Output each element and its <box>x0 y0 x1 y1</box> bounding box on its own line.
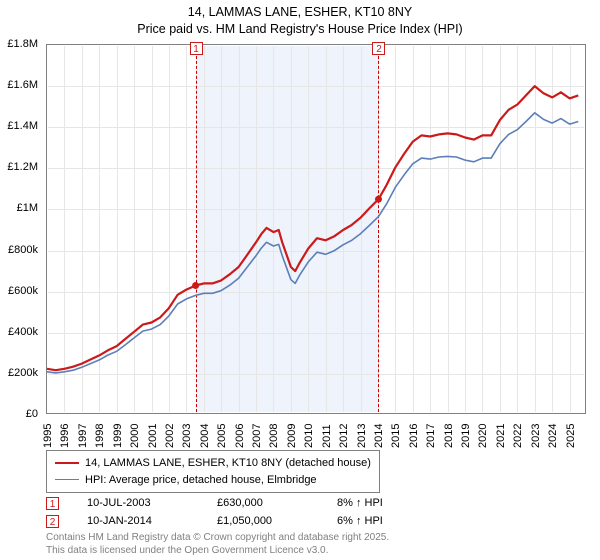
sale-row: 2 10-JAN-2014£1,050,0006% ↑ HPI <box>46 512 437 530</box>
x-tick-label: 2015 <box>390 424 402 448</box>
x-tick-label: 1999 <box>112 424 124 448</box>
legend-swatch <box>55 479 79 480</box>
x-tick-label: 2004 <box>199 424 211 448</box>
sale-dot <box>192 282 199 289</box>
x-tick-label: 2009 <box>286 424 298 448</box>
sale-row-marker: 2 <box>46 515 59 528</box>
x-tick-label: 2024 <box>547 424 559 448</box>
sale-marker-2: 2 <box>372 42 385 55</box>
y-tick-label: £1.2M <box>0 161 38 173</box>
footer-line-1: Contains HM Land Registry data © Crown c… <box>46 532 389 545</box>
title-line-2: Price paid vs. HM Land Registry's House … <box>0 21 600 38</box>
x-tick-label: 2016 <box>408 424 420 448</box>
x-tick-label: 2023 <box>530 424 542 448</box>
y-tick-label: £1.8M <box>0 38 38 50</box>
sale-date: 10-JUL-2003 <box>87 497 217 509</box>
sale-row: 1 10-JUL-2003£630,0008% ↑ HPI <box>46 494 437 512</box>
price-paid-line <box>47 86 578 370</box>
chart-title-block: 14, LAMMAS LANE, ESHER, KT10 8NY Price p… <box>0 0 600 38</box>
x-tick-label: 2003 <box>181 424 193 448</box>
sale-marker-1: 1 <box>190 42 203 55</box>
x-tick-label: 2021 <box>495 424 507 448</box>
x-tick-label: 2010 <box>303 424 315 448</box>
title-line-1: 14, LAMMAS LANE, ESHER, KT10 8NY <box>0 4 600 21</box>
x-tick-label: 2014 <box>373 424 385 448</box>
y-tick-label: £1.4M <box>0 120 38 132</box>
x-tick-label: 2022 <box>512 424 524 448</box>
x-tick-label: 2018 <box>443 424 455 448</box>
legend-label: HPI: Average price, detached house, Elmb… <box>85 472 317 489</box>
footer-line-2: This data is licensed under the Open Gov… <box>46 545 389 558</box>
x-tick-label: 2011 <box>321 424 333 448</box>
y-tick-label: £800k <box>0 244 38 256</box>
legend-swatch <box>55 462 79 464</box>
x-tick-label: 1996 <box>59 424 71 448</box>
x-tick-label: 2007 <box>251 424 263 448</box>
chart-area: 12 £0£200k£400k£600k£800k£1M£1.2M£1.4M£1… <box>46 44 586 414</box>
sale-row-marker: 1 <box>46 497 59 510</box>
x-tick-label: 2006 <box>234 424 246 448</box>
sale-delta: 6% ↑ HPI <box>337 515 437 527</box>
sale-dot <box>375 196 382 203</box>
legend-item: 14, LAMMAS LANE, ESHER, KT10 8NY (detach… <box>55 455 371 472</box>
x-tick-label: 2017 <box>425 424 437 448</box>
x-tick-label: 2012 <box>338 424 350 448</box>
x-tick-label: 2001 <box>147 424 159 448</box>
x-tick-label: 1998 <box>94 424 106 448</box>
y-tick-label: £1M <box>0 202 38 214</box>
x-tick-label: 2008 <box>268 424 280 448</box>
sale-date: 10-JAN-2014 <box>87 515 217 527</box>
line-series-svg <box>47 45 587 415</box>
x-tick-label: 2002 <box>164 424 176 448</box>
y-tick-label: £600k <box>0 285 38 297</box>
sale-price: £1,050,000 <box>217 515 337 527</box>
sales-table: 1 10-JUL-2003£630,0008% ↑ HPI 2 10-JAN-2014… <box>46 494 437 530</box>
x-tick-label: 2013 <box>356 424 368 448</box>
x-tick-label: 1995 <box>42 424 54 448</box>
legend: 14, LAMMAS LANE, ESHER, KT10 8NY (detach… <box>46 450 380 493</box>
y-tick-label: £0 <box>0 408 38 420</box>
x-tick-label: 2005 <box>216 424 228 448</box>
x-tick-label: 2000 <box>129 424 141 448</box>
y-tick-label: £200k <box>0 367 38 379</box>
x-tick-label: 2020 <box>477 424 489 448</box>
sale-price: £630,000 <box>217 497 337 509</box>
plot-region: 12 <box>46 44 586 414</box>
attribution-footer: Contains HM Land Registry data © Crown c… <box>46 532 389 557</box>
legend-item: HPI: Average price, detached house, Elmb… <box>55 472 371 489</box>
sale-delta: 8% ↑ HPI <box>337 497 437 509</box>
x-tick-label: 2019 <box>460 424 472 448</box>
x-tick-label: 2025 <box>565 424 577 448</box>
y-tick-label: £400k <box>0 326 38 338</box>
x-tick-label: 1997 <box>77 424 89 448</box>
y-tick-label: £1.6M <box>0 79 38 91</box>
legend-label: 14, LAMMAS LANE, ESHER, KT10 8NY (detach… <box>85 455 371 472</box>
